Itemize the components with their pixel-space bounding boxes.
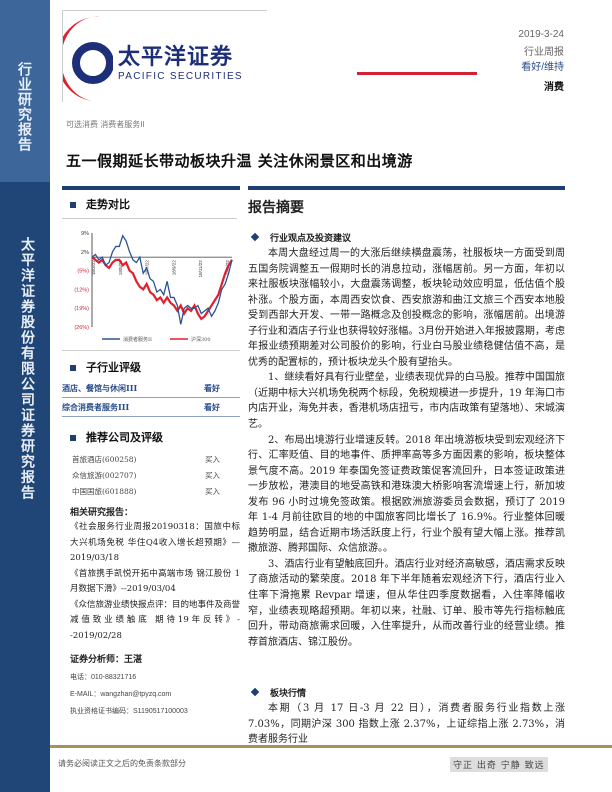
sidebar-bottom: 太平洋证券股份有限公司证券研究报告: [0, 182, 50, 792]
company-rating: 买入: [205, 470, 220, 480]
y-tick-label: (26%): [74, 325, 89, 331]
paragraph: 3、酒店行业有望触底回升。酒店行业对经济高敏感，酒店需求反映了商旅活动的繁荣度。…: [248, 558, 565, 648]
company-rating: 买入: [205, 454, 220, 464]
sidebar-top: 行业研究报告: [0, 0, 50, 182]
subindustry-row: 酒店、餐馆与休闲III 看好: [62, 379, 240, 398]
subindustry-table: 酒店、餐馆与休闲III 看好 综合消费者服务III 看好: [62, 379, 240, 417]
legend-label: 消费者服务II: [123, 336, 152, 343]
logo-mark-icon: [63, 16, 113, 101]
recommend-table: 首旅酒店(600258) 买入 众信旅游(002707) 买入 中国国旅(601888)…: [62, 451, 240, 499]
sidebar-bottom-label: 太平洋证券股份有限公司证券研究报告: [19, 237, 35, 501]
reports-heading: 相关研究报告：: [70, 508, 134, 518]
analyst-email[interactable]: E-MAIL：wangzhan@tpyzq.com: [70, 691, 172, 698]
subindustry-name: 酒店、餐馆与休闲III: [62, 383, 138, 393]
sector: 消费: [544, 82, 564, 93]
disclaimer: 请务必阅读正文之后的免责条款部分: [58, 759, 186, 768]
x-tick-label: 18/9/22: [171, 260, 176, 276]
x-tick-label: 18/3/22: [91, 260, 96, 276]
analyst-phone: 电话：010-88321716: [70, 674, 137, 681]
divider: [62, 186, 240, 190]
paragraph: 本期（3 月 17 日-3 月 22 日），消费者服务行业指数上涨 7.03%，…: [248, 703, 565, 746]
company-row: 首旅酒店(600258) 买入: [72, 451, 240, 467]
y-tick-label: 2%: [81, 250, 89, 256]
divider: [62, 218, 237, 219]
subindustry-heading: 子行业评级: [70, 359, 240, 375]
report-link[interactable]: 《首旅携手凯悦开拓中高端市场 锦江股份 1 月数据下滑》--2019/03/04: [70, 568, 240, 595]
subindustry-rating: 看好: [204, 402, 220, 412]
series-line: [91, 234, 233, 325]
sidebar-top-label: 行业研究报告: [16, 62, 32, 152]
company-row: 中国国旅(601888) 买入: [72, 483, 240, 499]
y-tick-label: (12%): [74, 287, 89, 293]
bullet-diamond-icon: [250, 687, 260, 697]
legend-label: 沪深300: [191, 336, 211, 343]
bullet-diamond-icon: [250, 232, 260, 242]
bullet-square-icon: [70, 202, 76, 208]
page-title: 五一假期延长带动板块升温 关注休闲景区和出境游: [66, 152, 413, 170]
company-row: 众信旅游(002707) 买入: [72, 467, 240, 483]
recommend-heading: 推荐公司及评级: [70, 429, 240, 445]
motto: 守正 出奇 宁静 致远: [450, 757, 548, 772]
logo-text-cn: 太平洋证券: [118, 45, 234, 70]
company-rating: 买入: [205, 486, 220, 496]
y-tick-label: 9%: [81, 231, 89, 237]
summary-heading: 报告摘要: [248, 200, 304, 216]
breadcrumb: 可选消费 消费者服务II: [66, 120, 145, 129]
paragraph: 本周大盘经过周一的大涨后继续横盘震荡，社服板块一方面受到周五国务院调整五一假期时…: [248, 248, 565, 368]
report-type: 行业周报: [524, 47, 564, 58]
left-column: 走势对比 9% 2% (5%) (12%) (19%) (26%) 18/3/22 18/5/…: [62, 186, 240, 723]
sub-heading-market: 板块行情: [248, 686, 565, 699]
logo: 太平洋证券 PACIFIC SECURITIES: [62, 10, 267, 102]
paragraph: 2、布局出境游行业增速反转。2018 年出境游板块受到宏观经济下行、汇率贬值、目…: [248, 434, 565, 555]
paragraph: 1、继续看好具有行业壁垒，业绩表现优异的白马股。推荐中国国旅（近期中标大兴机场免…: [248, 372, 565, 431]
rating: 看好/维持: [521, 62, 564, 73]
y-tick-label: (5%): [77, 269, 89, 275]
report-link[interactable]: 《社会服务行业周报20190318：国旅中标大兴机场免税 华住Q4收入增长超预期…: [70, 522, 240, 563]
analyst-cert: 执业资格证书编码：S1190517100003: [70, 708, 188, 715]
logo-text-en: PACIFIC SECURITIES: [118, 71, 243, 82]
report-date: 2019-3-24: [518, 29, 564, 40]
divider: [62, 350, 240, 351]
company-name: 中国国旅(601888): [72, 486, 137, 496]
rating-underline: [357, 72, 477, 75]
trend-heading: 走势对比: [70, 196, 240, 212]
company-name: 首旅酒店(600258): [72, 454, 137, 464]
subindustry-name: 综合消费者服务III: [62, 402, 130, 412]
subindustry-row: 综合消费者服务III 看好: [62, 398, 240, 417]
footer-divider: [50, 745, 612, 748]
divider: [248, 186, 565, 190]
x-tick-label: 18/5/22: [118, 260, 123, 276]
y-tick-label: (19%): [74, 306, 89, 312]
subindustry-rating: 看好: [204, 383, 220, 393]
report-link[interactable]: 《众信旅游业绩快报点评：目的地事件及商誉减值致业绩触底 期待19年反转》--20…: [70, 599, 241, 641]
bullet-square-icon: [70, 435, 76, 441]
series-line: [91, 256, 233, 321]
right-column: 报告摘要 行业观点及投资建议 本周大盘经过周一的大涨后继续横盘震荡，社服板块一方…: [248, 186, 565, 748]
trend-chart: 9% 2% (5%) (12%) (19%) (26%) 18/3/22 18/5/22 18/…: [74, 231, 233, 343]
company-name: 众信旅游(002707): [72, 470, 137, 480]
bullet-square-icon: [70, 365, 76, 371]
x-tick-label: 18/11/22: [198, 260, 203, 278]
sub-heading-views: 行业观点及投资建议: [248, 231, 565, 244]
analyst-name: 证券分析师：王湛: [70, 655, 143, 665]
